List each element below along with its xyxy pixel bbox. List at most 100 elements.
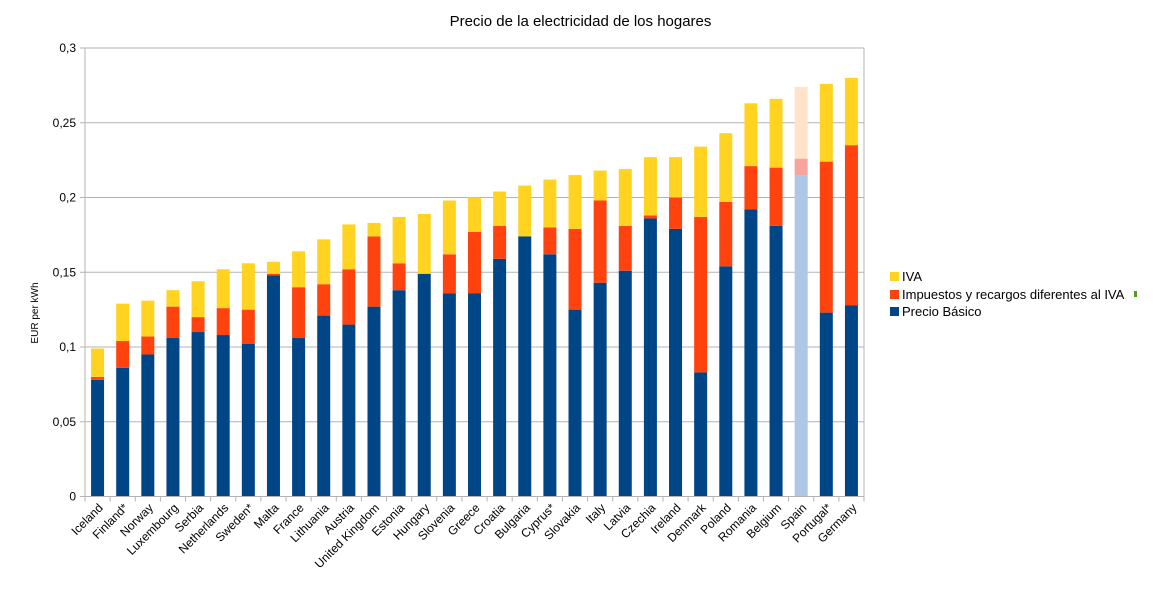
- bar-segment: [618, 169, 632, 226]
- bar-segment: [116, 341, 130, 368]
- bar-segment: [669, 228, 683, 497]
- bar-segment: [518, 185, 532, 237]
- y-tick-labels: 0 0,05 0,1 0,15 0,2 0,25 0,3: [53, 41, 77, 504]
- bar-segment: [618, 270, 632, 497]
- bar-segment: [342, 324, 356, 497]
- bar-segment: [844, 77, 858, 146]
- bar-segment: [618, 225, 632, 271]
- bar-segment: [241, 309, 255, 345]
- bar-segment: [292, 287, 306, 339]
- bar-segment: [116, 303, 130, 342]
- bar-segment: [392, 290, 406, 497]
- bar-segment: [442, 254, 456, 294]
- bar-segment: [543, 179, 557, 228]
- bar-segment: [216, 269, 230, 309]
- bar-segment: [266, 275, 280, 497]
- bar-segment: [493, 191, 507, 226]
- y-tick-label: 0,1: [59, 340, 76, 354]
- bar-segment: [141, 336, 155, 355]
- bar-segment: [191, 332, 205, 497]
- bar-segment: [719, 266, 733, 497]
- bar-segment: [694, 372, 708, 497]
- bar-segment: [694, 146, 708, 217]
- bar-segment: [241, 344, 255, 497]
- bar-segment: [794, 158, 808, 176]
- bar-segment: [568, 228, 582, 310]
- bar-segment: [342, 224, 356, 270]
- bar-segment: [744, 103, 758, 167]
- bar-segment: [493, 225, 507, 259]
- bar-segment: [819, 83, 833, 162]
- axes: [84, 48, 865, 502]
- bar-segment: [468, 231, 481, 294]
- legend-swatch-precio-basico: [890, 307, 899, 317]
- legend-label-iva: IVA: [902, 269, 922, 285]
- bar-segment: [719, 133, 733, 202]
- bars: [91, 77, 858, 497]
- legend-swatch-impuestos: [890, 289, 899, 299]
- bar-segment: [643, 215, 657, 219]
- bar-segment: [669, 157, 683, 198]
- y-tick-label: 0,25: [53, 116, 77, 130]
- bar-segment: [518, 236, 532, 497]
- bar-segment: [91, 379, 105, 497]
- bar-segment: [116, 367, 130, 497]
- bar-segment: [392, 263, 406, 291]
- bar-segment: [744, 209, 758, 497]
- bar-segment: [141, 354, 155, 497]
- bar-segment: [769, 167, 783, 226]
- bar-segment: [166, 290, 180, 307]
- bar-segment: [91, 348, 105, 377]
- bar-segment: [317, 239, 331, 285]
- bar-segment: [543, 227, 557, 255]
- bar-segment: [417, 273, 431, 497]
- bar-segment: [191, 281, 205, 318]
- bar-segment: [317, 284, 331, 316]
- bar-segment: [292, 251, 306, 288]
- bar-segment: [141, 300, 155, 337]
- bar-segment: [241, 263, 255, 310]
- bar-segment: [417, 213, 431, 274]
- bar-segment: [392, 216, 406, 264]
- y-tick-label: 0,05: [53, 415, 77, 429]
- bar-segment: [266, 261, 280, 274]
- legend-item-iva: IVA: [890, 268, 1137, 286]
- bar-segment: [844, 305, 858, 497]
- y-tick-label: 0,2: [59, 191, 76, 205]
- bar-segment: [794, 175, 808, 497]
- bar-segment: [794, 86, 808, 159]
- bar-segment: [568, 309, 582, 497]
- bar-segment: [643, 218, 657, 497]
- bar-segment: [844, 145, 858, 306]
- bar-segment: [468, 197, 481, 232]
- legend-swatch-iva: [890, 272, 899, 282]
- bar-segment: [367, 306, 381, 497]
- bar-segment: [819, 312, 833, 497]
- bar-segment: [543, 254, 557, 497]
- bar-segment: [769, 98, 783, 168]
- bar-segment: [91, 376, 105, 380]
- bar-segment: [493, 258, 507, 497]
- y-tick-label: 0,3: [59, 41, 76, 55]
- y-axis-label: EUR per kWh: [30, 282, 41, 343]
- bar-segment: [468, 293, 481, 497]
- bar-segment: [166, 306, 180, 339]
- legend-label-impuestos: Impuestos y recargos diferentes al IVA: [902, 286, 1125, 302]
- x-tick-labels: IcelandFinland*NorwayLuxembourgSerbiaNet…: [68, 500, 859, 571]
- bar-segment: [191, 317, 205, 333]
- bar-segment: [769, 225, 783, 497]
- bar-segment: [317, 315, 331, 497]
- bar-segment: [568, 175, 582, 229]
- y-tick-label: 0,15: [53, 265, 77, 279]
- bar-segment: [367, 236, 381, 307]
- legend-label-precio-basico: Precio Básico: [902, 304, 982, 320]
- bar-segment: [292, 338, 306, 497]
- legend-truncated-mark: [1134, 291, 1138, 298]
- bar-segment: [266, 273, 280, 276]
- bar-segment: [442, 293, 456, 497]
- legend-item-impuestos: Impuestos y recargos diferentes al IVA: [890, 286, 1138, 304]
- bar-segment: [669, 197, 683, 229]
- bar-segment: [694, 216, 708, 373]
- legend: IVA Impuestos y recargos diferentes al I…: [890, 268, 1138, 321]
- bar-segment: [216, 308, 230, 336]
